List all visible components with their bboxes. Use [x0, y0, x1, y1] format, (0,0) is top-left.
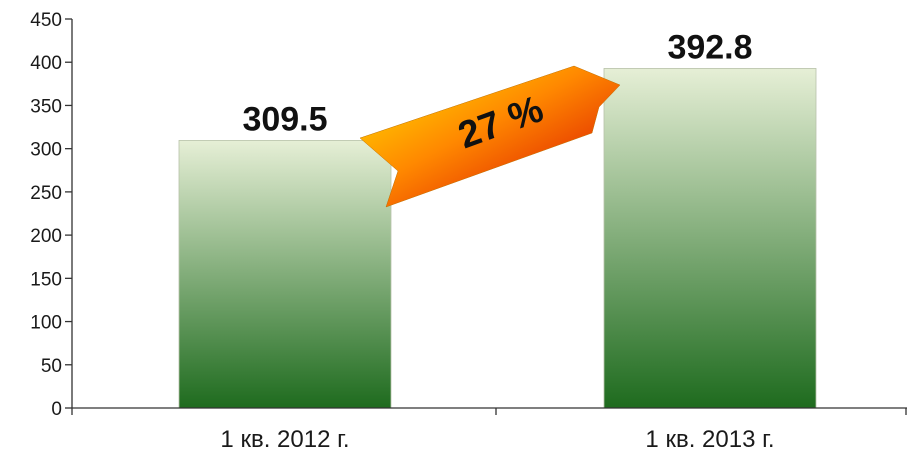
growth-arrow-shape [359, 65, 621, 208]
data-labels: 309.5 392.8 [242, 28, 752, 138]
y-tick-label: 50 [41, 356, 62, 377]
y-tick-label: 300 [30, 140, 62, 161]
y-tick-label: 400 [30, 53, 62, 74]
category-label-2: 1 кв. 2013 г. [645, 426, 774, 453]
axes [71, 19, 907, 415]
bar-1 [178, 140, 392, 409]
y-tick-label: 450 [30, 10, 62, 31]
y-tick-label: 150 [30, 269, 62, 290]
bar-value-label-2: 392.8 [667, 28, 752, 66]
y-tick-label: 100 [30, 313, 62, 334]
y-tick-label: 200 [30, 226, 62, 247]
category-label-1: 1 кв. 2012 г. [220, 426, 349, 453]
y-axis-ticks: 0 50 100 150 200 250 300 350 400 450 [30, 10, 72, 420]
bar-2 [603, 68, 817, 409]
y-tick-label: 250 [30, 183, 62, 204]
growth-arrow: 27 % [359, 65, 621, 208]
y-tick-label: 0 [51, 399, 62, 420]
y-tick-label: 350 [30, 96, 62, 117]
bars [178, 68, 817, 409]
bar-value-label-1: 309.5 [242, 100, 327, 138]
category-labels: 1 кв. 2012 г. 1 кв. 2013 г. [220, 426, 774, 453]
